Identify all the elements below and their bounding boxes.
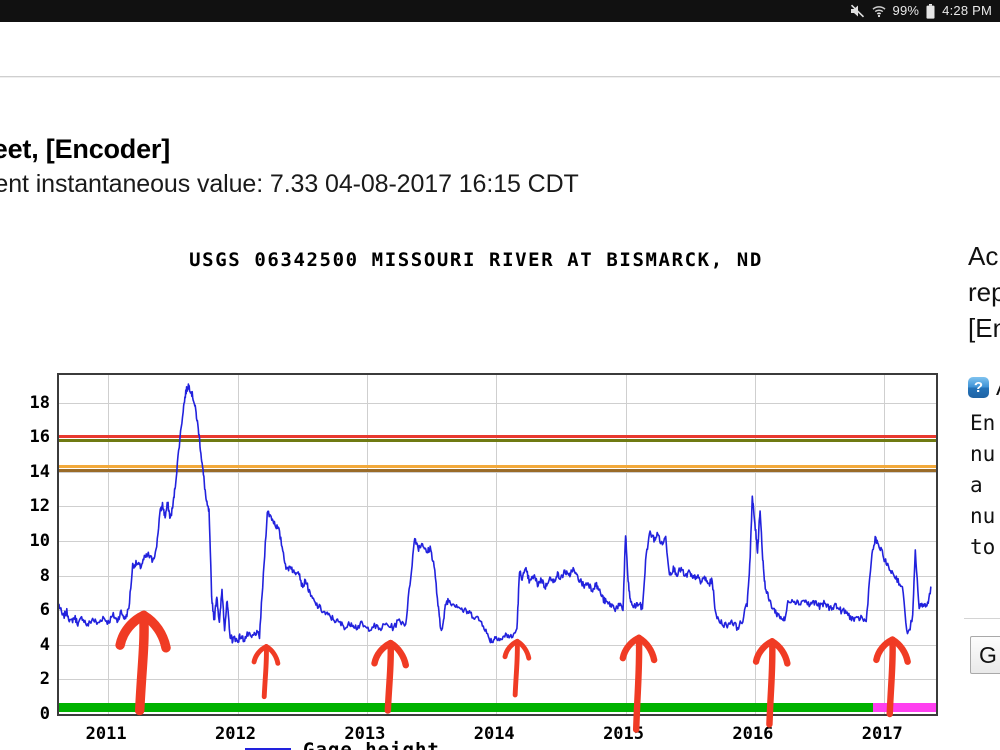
page-title: ght, feet, [Encoder] — [0, 134, 171, 164]
right-panel-heading-line: rep — [968, 277, 1000, 307]
chrome-separator — [0, 76, 1000, 78]
gridline-horizontal — [59, 541, 936, 543]
android-status-bar: 99% 4:28 PM — [0, 0, 1000, 22]
y-axis-tick-label: 16 — [29, 427, 50, 448]
x-axis-tick-label: 2011 — [85, 724, 127, 744]
data-period-segment — [59, 703, 873, 712]
period-of-record-bar — [59, 703, 936, 712]
y-axis-tick-label: 12 — [29, 496, 50, 517]
help-row[interactable]: ? A — [968, 374, 1000, 401]
battery-percent-label: 99% — [892, 3, 920, 18]
panel-divider — [964, 618, 1000, 619]
right-side-panel: Ac rep [En ? A En nu a nu to G — [964, 78, 1000, 750]
x-axis-tick-label: 2012 — [215, 724, 256, 744]
gridline-vertical — [366, 375, 368, 714]
plot-area — [57, 373, 938, 716]
battery-icon — [926, 3, 935, 19]
gage-height-series — [59, 375, 936, 714]
gridline-horizontal — [59, 679, 936, 681]
right-panel-body-line: En — [970, 411, 996, 435]
chart-legend: Gage height Period of approved data — [245, 736, 705, 750]
legend-item: Gage height — [245, 736, 705, 750]
right-panel-body-line: to — [970, 535, 996, 559]
go-button[interactable]: G — [970, 636, 1000, 674]
gridline-horizontal — [59, 506, 936, 508]
help-label: A — [996, 374, 1000, 401]
right-panel-body-line: nu — [970, 504, 996, 528]
legend-swatch-gage-height — [245, 748, 291, 750]
gridline-horizontal — [59, 644, 936, 646]
usgs-hydrograph: USGS 06342500 MISSOURI RIVER AT BISMARCK… — [0, 238, 952, 750]
x-axis: 2011 2012 2013 2014 2015 2016 2017 — [57, 724, 938, 748]
gridline-horizontal — [59, 471, 936, 473]
chart-title: USGS 06342500 MISSOURI RIVER AT BISMARCK… — [189, 249, 763, 271]
y-axis-tick-label: 4 — [39, 634, 50, 655]
browser-chrome-area — [0, 22, 1000, 77]
legend-label: Gage height — [303, 738, 440, 750]
gridline-vertical — [884, 375, 886, 714]
gridline-horizontal — [59, 575, 936, 577]
right-panel-heading-line: Ac — [968, 241, 999, 271]
wifi-icon — [872, 4, 886, 18]
gridline-vertical — [496, 375, 498, 714]
flood-stage-olive — [59, 438, 936, 442]
question-help-icon[interactable]: ? — [968, 377, 989, 398]
x-axis-tick-label: 2013 — [344, 724, 386, 744]
action-stage-brown — [59, 469, 936, 473]
gridline-vertical — [108, 375, 110, 714]
web-page-content: ght, feet, [Encoder] recent instantaneou… — [0, 78, 1000, 750]
right-panel-body: En nu a nu to — [970, 408, 1000, 563]
flood-stage-red — [59, 435, 936, 439]
right-panel-body-line: a — [970, 473, 983, 497]
y-axis-tick-label: 6 — [39, 600, 50, 621]
gridline-horizontal — [59, 402, 936, 404]
most-recent-value-line: recent instantaneous value: 7.33 04-08-2… — [0, 170, 579, 198]
x-axis-tick-label: 2017 — [861, 724, 903, 744]
right-panel-heading: Ac rep [En — [968, 238, 1000, 346]
gridline-vertical — [237, 375, 239, 714]
mute-icon — [850, 4, 865, 18]
right-panel-heading-line: [En — [968, 313, 1000, 343]
x-axis-tick-label: 2016 — [732, 724, 774, 744]
clock-label: 4:28 PM — [942, 3, 992, 18]
y-axis-tick-label: 14 — [29, 461, 50, 482]
data-period-segment — [872, 703, 936, 712]
y-axis-tick-label: 10 — [29, 531, 50, 552]
y-axis-tick-label: 18 — [29, 392, 50, 413]
gridline-vertical — [754, 375, 756, 714]
y-axis-tick-label: 8 — [39, 565, 50, 586]
x-axis-tick-label: 2014 — [473, 724, 515, 744]
action-stage-orange — [59, 464, 936, 468]
y-axis-tick-label: 2 — [39, 669, 50, 690]
gridline-horizontal — [59, 610, 936, 612]
y-axis: 0 2 4 6 8 10 12 14 16 18 — [0, 373, 50, 724]
right-panel-body-line: nu — [970, 442, 996, 466]
y-axis-tick-label: 0 — [39, 704, 50, 724]
